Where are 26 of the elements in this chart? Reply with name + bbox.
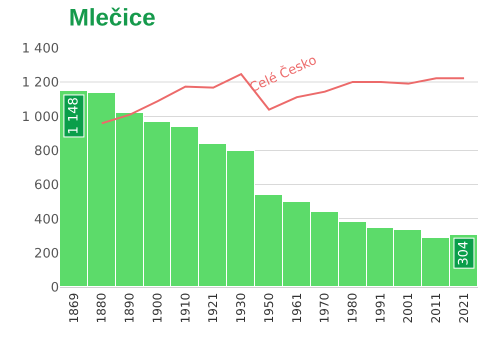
x-tick-label: 1950 xyxy=(262,292,276,324)
y-tick-label: 800 xyxy=(34,144,59,159)
y-tick-label: 200 xyxy=(34,246,59,262)
y-tick-label: 400 xyxy=(34,212,59,228)
data-label: 1 148 xyxy=(66,97,82,134)
x-tick-label: 1970 xyxy=(318,292,332,324)
x-tick-label: 1910 xyxy=(178,292,192,324)
x-tick-label: 1980 xyxy=(346,292,360,324)
x-tick-label: 1930 xyxy=(234,292,248,324)
y-tick-label: 1 400 xyxy=(22,42,59,57)
x-tick-label: 1869 xyxy=(66,292,81,324)
x-tick-label: 2011 xyxy=(429,292,444,324)
x-tick-label: 1890 xyxy=(122,292,137,324)
x-tick-label: 1921 xyxy=(206,292,220,324)
chart-title: Mlečice xyxy=(68,4,156,32)
x-tick-label: 2001 xyxy=(401,292,416,324)
y-tick-label: 0 xyxy=(50,280,59,296)
y-tick-label: 600 xyxy=(34,178,59,194)
x-tick-label: 1900 xyxy=(150,292,164,324)
x-tick-label: 2021 xyxy=(456,292,471,324)
data-label: 304 xyxy=(456,240,472,266)
y-tick-label: 1 200 xyxy=(22,76,59,91)
y-tick-label: 1 000 xyxy=(22,110,59,125)
x-tick-label: 1961 xyxy=(290,292,304,324)
x-tick-label: 1991 xyxy=(373,292,388,324)
x-tick-label: 1880 xyxy=(94,292,109,324)
